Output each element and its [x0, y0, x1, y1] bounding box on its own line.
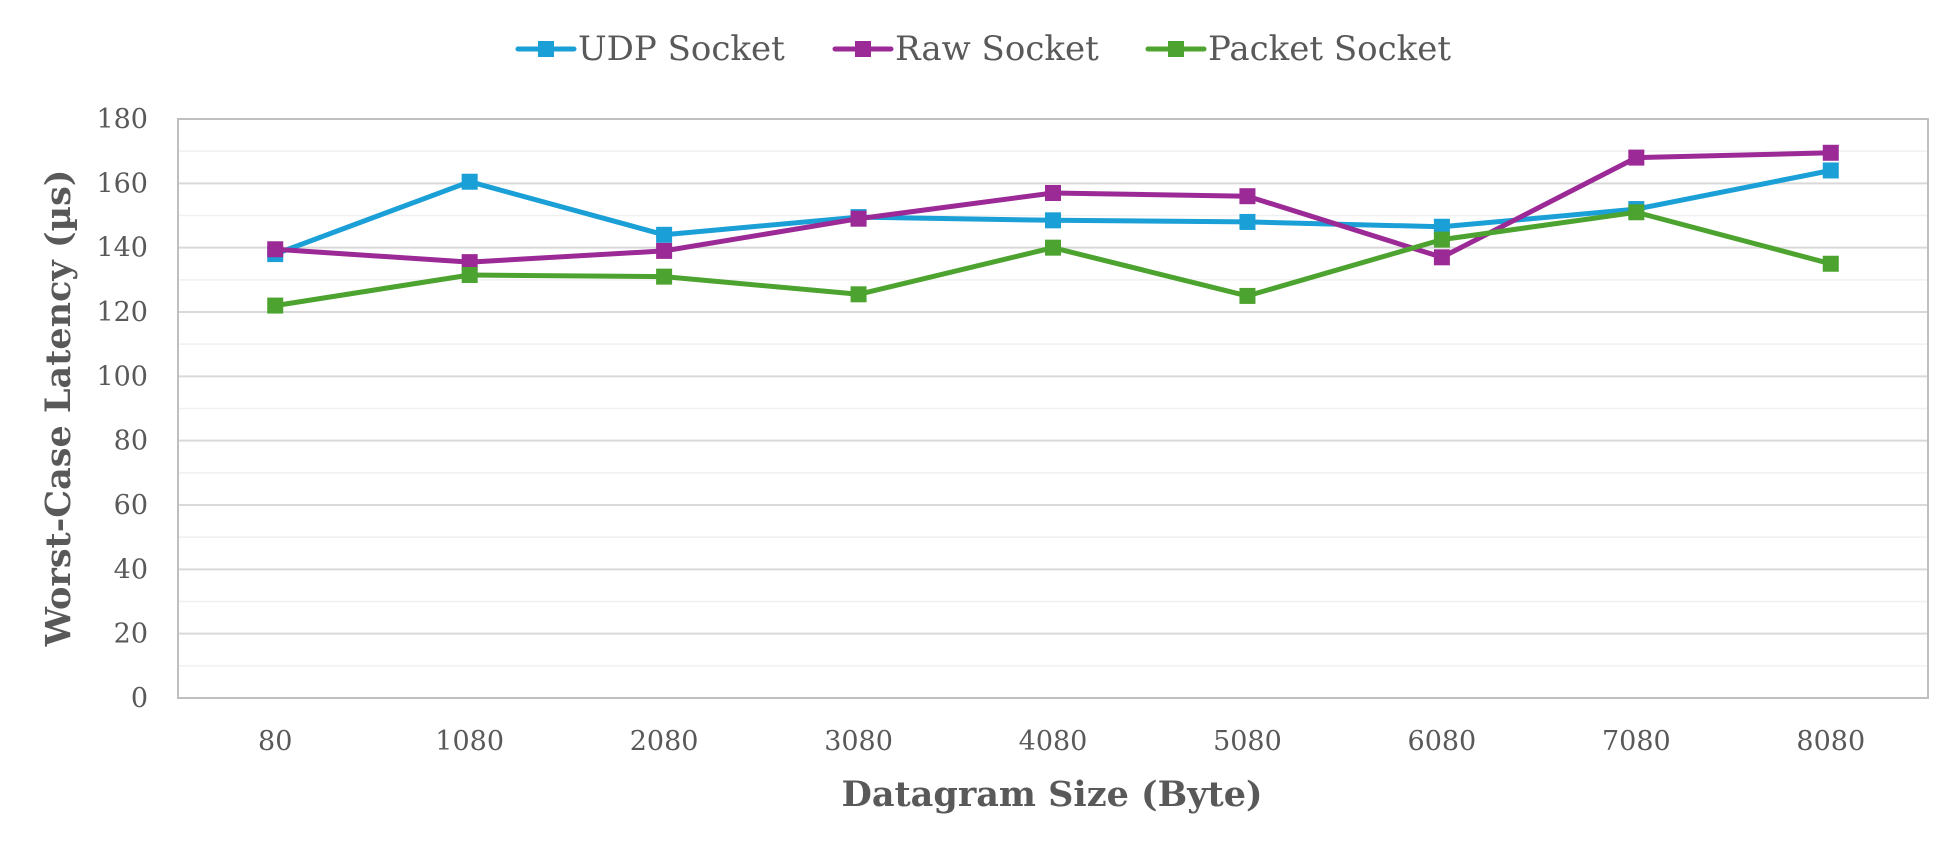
data-point-marker	[461, 173, 478, 190]
legend-label: Raw Socket	[895, 29, 1099, 69]
x-tick-label: 7080	[1602, 726, 1671, 757]
legend-marker	[538, 41, 554, 57]
legend-item: Packet Socket	[1145, 29, 1451, 69]
series-raw-socket	[267, 144, 1839, 271]
data-point-marker	[461, 267, 478, 284]
legend-label: UDP Socket	[578, 29, 785, 69]
legend-item: UDP Socket	[515, 29, 785, 69]
data-point-marker	[656, 242, 673, 259]
x-tick-label: 5080	[1213, 726, 1282, 757]
y-tick-label: 100	[96, 361, 148, 392]
legend-item: Raw Socket	[832, 29, 1099, 69]
x-tick-label: 6080	[1408, 726, 1477, 757]
legend-marker	[855, 41, 871, 57]
major-gridlines	[178, 182, 1928, 635]
data-point-marker	[656, 226, 673, 243]
data-point-marker	[1045, 184, 1061, 201]
data-point-marker	[1239, 213, 1256, 230]
data-point-marker	[850, 286, 867, 303]
minor-gridlines	[178, 150, 1928, 667]
data-point-marker	[1045, 239, 1061, 256]
series-layer	[267, 144, 1839, 314]
y-tick-label: 60	[114, 490, 148, 521]
y-tick-label: 80	[114, 426, 148, 457]
legend-marker	[1168, 41, 1184, 57]
data-point-marker	[1433, 249, 1450, 266]
data-point-marker	[1433, 218, 1450, 235]
x-tick-label: 1080	[435, 726, 504, 757]
data-point-marker	[1822, 144, 1839, 161]
x-axis-tick-labels: 80 1080 2080 3080 4080 5080 6080 7080 8080	[258, 726, 1865, 757]
y-tick-label: 140	[96, 233, 148, 264]
y-axis-tick-labels: 0 20 40 60 80 100 120 140 160 180	[96, 104, 148, 714]
data-point-marker	[656, 268, 673, 285]
x-tick-label: 8080	[1796, 726, 1865, 757]
y-axis-title: Worst-Case Latency (µs)	[38, 170, 79, 648]
data-point-marker	[1628, 204, 1645, 221]
data-point-marker	[461, 254, 478, 271]
plot-area-border	[177, 118, 1929, 699]
x-axis-title: Datagram Size (Byte)	[841, 774, 1262, 815]
y-tick-label: 120	[96, 297, 148, 328]
data-point-marker	[1045, 212, 1061, 229]
data-point-marker	[267, 297, 284, 314]
data-point-marker	[1239, 287, 1256, 304]
x-tick-label: 4080	[1019, 726, 1088, 757]
data-point-marker	[1628, 149, 1645, 166]
y-tick-label: 180	[96, 104, 148, 135]
x-tick-label: 80	[258, 726, 292, 757]
data-point-marker	[1433, 231, 1450, 248]
data-point-marker	[1822, 255, 1839, 272]
y-tick-label: 0	[131, 683, 148, 714]
legend-label: Packet Socket	[1208, 29, 1451, 69]
data-point-marker	[1239, 188, 1256, 205]
x-tick-label: 3080	[824, 726, 893, 757]
x-tick-label: 2080	[630, 726, 699, 757]
data-point-marker	[267, 241, 284, 258]
y-tick-label: 20	[114, 619, 148, 650]
y-tick-label: 40	[114, 554, 148, 585]
data-point-marker	[1822, 162, 1839, 179]
series-packet-socket	[267, 204, 1839, 314]
legend: UDP Socket Raw Socket Packet Socket	[515, 29, 1451, 69]
data-point-marker	[850, 210, 867, 227]
y-tick-label: 160	[96, 168, 148, 199]
